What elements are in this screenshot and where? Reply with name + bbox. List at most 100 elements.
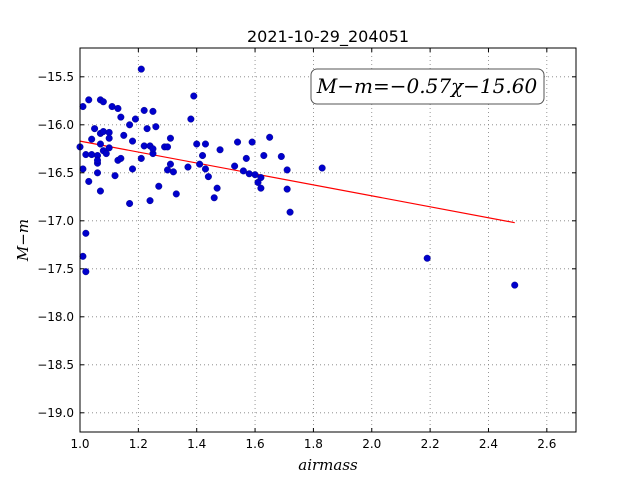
y-tick-label: −17.5 (37, 262, 74, 276)
data-point (166, 134, 174, 142)
data-point (79, 103, 87, 111)
data-point (96, 140, 104, 148)
data-point (190, 92, 198, 100)
data-point (105, 134, 113, 142)
data-point (266, 133, 274, 141)
data-point (143, 125, 151, 133)
chart-title: 2021-10-29_204051 (247, 27, 409, 47)
data-point (140, 106, 148, 114)
data-point (210, 194, 218, 202)
data-point (213, 184, 221, 192)
data-point (88, 151, 96, 159)
data-point (196, 160, 204, 168)
data-point (257, 174, 265, 182)
data-point (82, 229, 90, 237)
data-point (166, 160, 174, 168)
data-point (105, 144, 113, 152)
data-point (169, 168, 177, 176)
data-point (137, 65, 145, 73)
data-point (257, 184, 265, 192)
data-point (146, 197, 154, 205)
x-tick-label: 2.4 (479, 437, 498, 451)
data-point (102, 150, 110, 158)
data-point (318, 164, 326, 172)
data-point (117, 154, 125, 162)
data-point (111, 172, 119, 180)
y-tick-label: −16.0 (37, 118, 74, 132)
data-point (79, 165, 87, 173)
data-point (99, 98, 107, 106)
fit-equation-annotation: M−m=−0.57χ−15.60 (310, 68, 545, 105)
x-tick-label: 2.2 (421, 437, 440, 451)
data-point (129, 137, 137, 145)
data-point (239, 167, 247, 175)
data-point (511, 281, 519, 289)
data-point (201, 140, 209, 148)
x-tick-label: 2.0 (362, 437, 381, 451)
data-point (201, 165, 209, 173)
plot-frame (79, 47, 577, 433)
data-point (120, 131, 128, 139)
data-point (155, 182, 163, 190)
y-tick-label: −18.5 (37, 358, 74, 372)
data-point (85, 96, 93, 104)
data-point (242, 154, 250, 162)
x-tick-label: 1.8 (304, 437, 323, 451)
data-point (204, 173, 212, 181)
data-point (99, 128, 107, 136)
y-tick-label: −16.5 (37, 166, 74, 180)
data-point (164, 166, 172, 174)
data-point (187, 115, 195, 123)
y-tick-label: −17.0 (37, 214, 74, 228)
data-point (88, 135, 96, 143)
data-point (82, 268, 90, 276)
data-point (234, 138, 242, 146)
x-tick-label: 1.4 (187, 437, 206, 451)
data-point (117, 113, 125, 121)
data-point (149, 107, 157, 115)
y-tick-label: −18.0 (37, 310, 74, 324)
data-point (94, 156, 102, 164)
data-point (423, 254, 431, 262)
data-point (184, 163, 192, 171)
data-point (91, 125, 99, 133)
y-tick-label: −19.0 (37, 406, 74, 420)
data-point (96, 187, 104, 195)
data-point (108, 103, 116, 111)
data-point (152, 123, 160, 131)
data-point (172, 190, 180, 198)
data-point (164, 143, 172, 151)
data-point (85, 177, 93, 185)
data-point (149, 145, 157, 153)
data-point (231, 162, 239, 170)
data-point (114, 104, 122, 112)
data-point (199, 152, 207, 160)
data-point (286, 208, 294, 216)
data-point (126, 200, 134, 208)
data-point (82, 151, 90, 159)
data-point (140, 142, 148, 150)
x-tick-label: 1.0 (70, 437, 89, 451)
data-point (260, 152, 268, 160)
y-axis-label: M−m (14, 219, 32, 262)
y-tick-label: −15.5 (37, 70, 74, 84)
x-tick-label: 1.6 (246, 437, 265, 451)
data-point (283, 185, 291, 193)
data-point (248, 138, 256, 146)
x-tick-label: 2.6 (537, 437, 556, 451)
data-point (79, 252, 87, 260)
data-point (193, 140, 201, 148)
x-axis-label: airmass (298, 456, 358, 474)
fit-equation-text: M−m=−0.57χ−15.60 (316, 74, 538, 98)
data-point (94, 169, 102, 177)
x-tick-label: 1.2 (129, 437, 148, 451)
data-point (283, 166, 291, 174)
data-point (216, 146, 224, 154)
data-point (137, 154, 145, 162)
data-point (126, 121, 134, 129)
data-point (245, 170, 253, 178)
data-point (129, 165, 137, 173)
data-point (131, 115, 139, 123)
